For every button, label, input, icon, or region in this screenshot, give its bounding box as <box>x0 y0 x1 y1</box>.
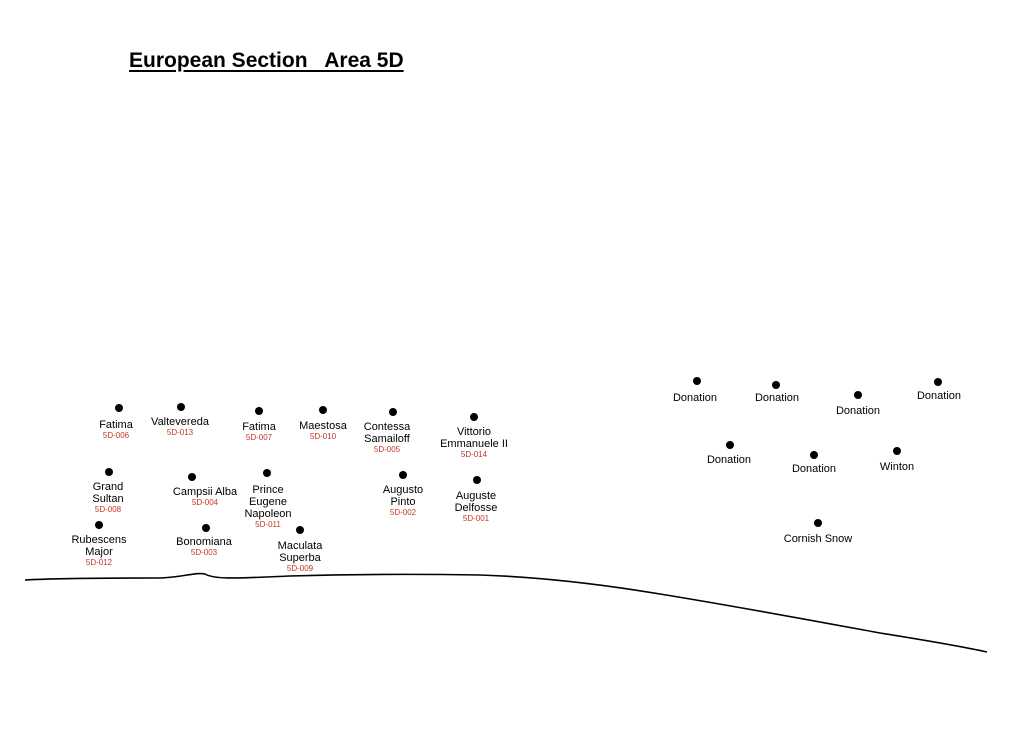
plant-name: Donation <box>916 390 962 402</box>
plant-label: Maestosa 5D-010 <box>258 420 388 442</box>
plant-marker <box>255 407 263 415</box>
plant-label: Augusto Pinto 5D-002 <box>338 484 468 518</box>
plant-marker <box>893 447 901 455</box>
plant-label: Contessa Samailoff 5D-005 <box>322 421 452 455</box>
plant-marker <box>693 377 701 385</box>
plant-code: 5D-006 <box>102 431 130 440</box>
plant-label: Donation <box>793 405 923 417</box>
plant-code: 5D-003 <box>190 548 218 557</box>
plant-code: 5D-004 <box>191 498 219 507</box>
plant-name: Bonomiana <box>176 536 232 548</box>
plant-name: Augusto Pinto <box>382 484 424 508</box>
plant-label: Maculata Superba 5D-009 <box>235 540 365 574</box>
plant-label: Valtevereda 5D-013 <box>115 416 245 438</box>
plant-code: 5D-002 <box>389 508 417 517</box>
plant-code: 5D-008 <box>94 505 122 514</box>
plant-marker <box>814 519 822 527</box>
plant-marker <box>772 381 780 389</box>
plant-name: Campsii Alba <box>172 486 238 498</box>
plant-marker <box>319 406 327 414</box>
plant-marker <box>263 469 271 477</box>
plant-label: Bonomiana 5D-003 <box>139 536 269 558</box>
plant-label: Fatima 5D-006 <box>51 419 181 441</box>
plant-marker <box>854 391 862 399</box>
plant-name: Contessa Samailoff <box>363 421 411 445</box>
plant-code: 5D-014 <box>460 450 488 459</box>
plant-name: Prince Eugene Napoleon <box>244 484 292 520</box>
plant-name: Donation <box>754 392 800 404</box>
plant-code: 5D-010 <box>309 432 337 441</box>
plant-code: 5D-005 <box>373 445 401 454</box>
plant-name: Donation <box>835 405 881 417</box>
plant-name: Donation <box>672 392 718 404</box>
plant-label: Winton <box>832 461 962 473</box>
plant-code: 5D-013 <box>166 428 194 437</box>
plant-name: Vittorio Emmanuele II <box>440 426 508 450</box>
plant-code: 5D-007 <box>245 433 273 442</box>
plant-name: Donation <box>791 463 837 475</box>
plant-name: Fatima <box>99 419 133 431</box>
plant-label: Donation <box>874 390 1004 402</box>
plant-label: Donation <box>630 392 760 404</box>
plant-marker <box>115 404 123 412</box>
plant-code: 5D-012 <box>85 558 113 567</box>
plant-marker <box>473 476 481 484</box>
plant-name: Auguste Delfosse <box>454 490 498 514</box>
plant-marker <box>389 408 397 416</box>
plant-label: Cornish Snow <box>753 533 883 545</box>
plant-marker <box>188 473 196 481</box>
plant-marker <box>934 378 942 386</box>
plant-label: Auguste Delfosse 5D-001 <box>411 490 541 524</box>
plant-name: Maculata Superba <box>277 540 323 564</box>
plant-label: Prince Eugene Napoleon 5D-011 <box>203 484 333 530</box>
page-title: European Section Area 5D <box>129 49 404 72</box>
plant-name: Rubescens Major <box>71 534 127 558</box>
plant-code: 5D-011 <box>255 520 281 529</box>
plant-label: Donation <box>664 454 794 466</box>
plant-label: Rubescens Major 5D-012 <box>34 534 164 568</box>
plant-marker <box>726 441 734 449</box>
plant-marker <box>105 468 113 476</box>
plant-label: Campsii Alba 5D-004 <box>140 486 270 508</box>
plant-marker <box>202 524 210 532</box>
plant-label: Grand Sultan 5D-008 <box>43 481 173 515</box>
plant-marker <box>470 413 478 421</box>
plant-name: Donation <box>706 454 752 466</box>
plant-label: Vittorio Emmanuele II 5D-014 <box>409 426 539 460</box>
plant-name: Fatima <box>242 421 276 433</box>
plant-marker <box>95 521 103 529</box>
plant-name: Grand Sultan <box>92 481 124 505</box>
plant-marker <box>296 526 304 534</box>
plant-label: Donation <box>749 463 879 475</box>
plant-name: Cornish Snow <box>783 533 853 545</box>
plant-name: Winton <box>879 461 915 473</box>
plant-marker <box>810 451 818 459</box>
plant-label: Donation <box>712 392 842 404</box>
plant-marker <box>399 471 407 479</box>
plant-marker <box>177 403 185 411</box>
plant-code: 5D-009 <box>286 564 314 573</box>
plant-code: 5D-001 <box>462 514 490 523</box>
plant-name: Valtevereda <box>151 416 209 428</box>
plant-name: Maestosa <box>299 420 347 432</box>
plant-label: Fatima 5D-007 <box>194 421 324 443</box>
